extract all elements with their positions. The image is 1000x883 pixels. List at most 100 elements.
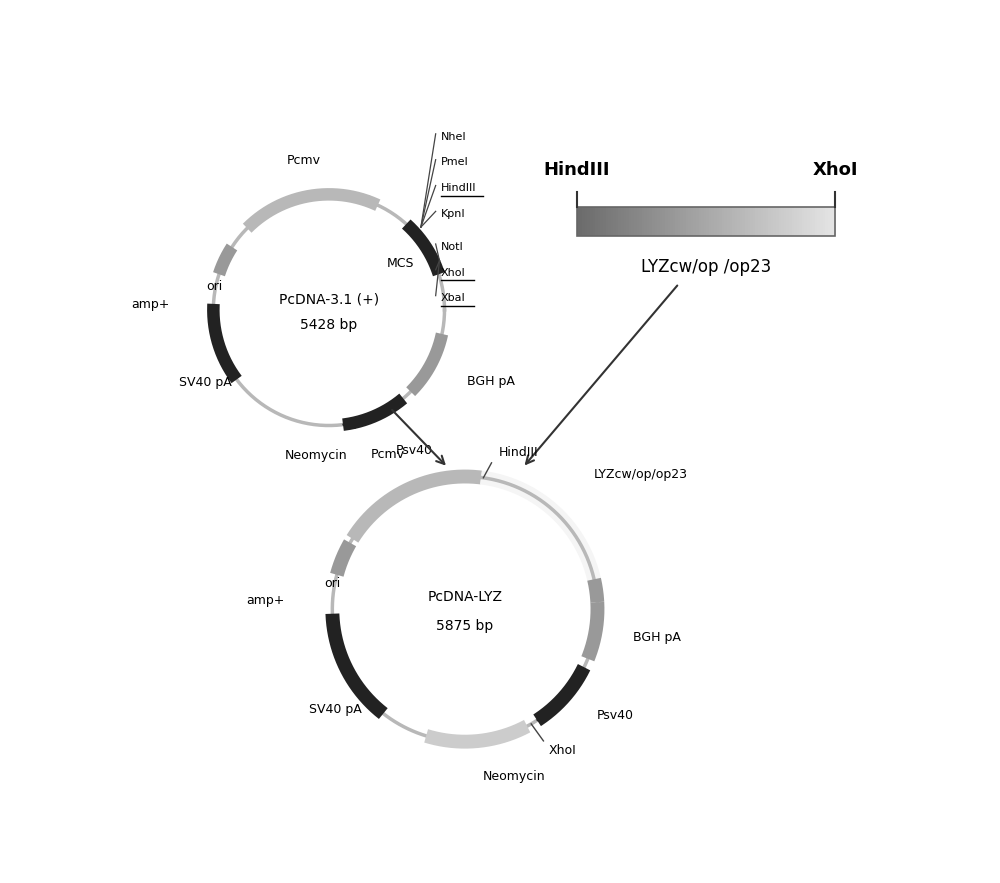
Bar <box>828 208 831 236</box>
Bar <box>761 208 764 236</box>
Bar <box>758 208 761 236</box>
Text: Pcmv: Pcmv <box>287 154 321 167</box>
Bar <box>577 208 835 236</box>
Bar <box>779 208 782 236</box>
Text: XbaI: XbaI <box>441 293 466 304</box>
Bar <box>815 208 818 236</box>
Bar <box>629 208 632 236</box>
Bar <box>768 208 772 236</box>
Bar <box>647 208 650 236</box>
Text: LYZcw/op/op23: LYZcw/op/op23 <box>594 468 688 481</box>
Text: MCS: MCS <box>386 257 414 270</box>
Bar <box>595 208 598 236</box>
Bar <box>655 208 658 236</box>
Bar <box>730 208 733 236</box>
Text: Psv40: Psv40 <box>597 709 634 721</box>
Text: Neomycin: Neomycin <box>285 449 348 462</box>
Bar <box>631 208 635 236</box>
Bar <box>722 208 725 236</box>
Bar <box>577 208 580 236</box>
Text: XhoI: XhoI <box>548 744 576 758</box>
Bar <box>753 208 756 236</box>
Bar <box>833 208 836 236</box>
Bar <box>626 208 629 236</box>
Text: 5428 bp: 5428 bp <box>300 318 358 332</box>
Bar <box>665 208 668 236</box>
Bar <box>724 208 728 236</box>
Bar <box>711 208 715 236</box>
Bar <box>748 208 751 236</box>
Text: Pcmv: Pcmv <box>371 448 405 461</box>
Bar <box>804 208 808 236</box>
Text: KpnI: KpnI <box>441 209 466 219</box>
Text: amp+: amp+ <box>131 298 169 311</box>
Bar <box>799 208 803 236</box>
Text: LYZcw/op /op23: LYZcw/op /op23 <box>641 258 771 275</box>
Bar <box>786 208 790 236</box>
Bar <box>587 208 591 236</box>
Bar <box>673 208 676 236</box>
Bar <box>727 208 730 236</box>
Bar <box>639 208 642 236</box>
Bar <box>603 208 606 236</box>
Bar <box>699 208 702 236</box>
Bar <box>766 208 769 236</box>
Bar <box>675 208 679 236</box>
Bar <box>657 208 660 236</box>
Text: XhoI: XhoI <box>813 161 858 178</box>
Bar <box>624 208 627 236</box>
Text: SV40 pA: SV40 pA <box>179 376 232 389</box>
Text: HindIII: HindIII <box>441 184 477 193</box>
Text: PcDNA-3.1 (+): PcDNA-3.1 (+) <box>279 293 379 306</box>
Bar <box>683 208 686 236</box>
Bar <box>608 208 611 236</box>
Bar <box>691 208 694 236</box>
Text: 5875 bp: 5875 bp <box>436 619 494 633</box>
Bar <box>789 208 792 236</box>
Bar <box>750 208 753 236</box>
Bar <box>580 208 583 236</box>
Bar <box>618 208 622 236</box>
Bar <box>616 208 619 236</box>
Bar <box>621 208 624 236</box>
Bar <box>732 208 735 236</box>
Bar <box>606 208 609 236</box>
Bar <box>590 208 593 236</box>
Bar <box>820 208 823 236</box>
Text: SV40 pA: SV40 pA <box>309 704 362 716</box>
Text: NheI: NheI <box>441 132 467 141</box>
Bar <box>593 208 596 236</box>
Bar <box>735 208 738 236</box>
Bar <box>784 208 787 236</box>
Text: BGH pA: BGH pA <box>633 631 681 645</box>
Bar <box>807 208 810 236</box>
Bar <box>719 208 722 236</box>
Bar <box>634 208 637 236</box>
Bar <box>649 208 653 236</box>
Bar <box>825 208 828 236</box>
Bar <box>802 208 805 236</box>
Bar <box>794 208 797 236</box>
Bar <box>680 208 684 236</box>
Bar <box>709 208 712 236</box>
Bar <box>830 208 834 236</box>
Text: ori: ori <box>206 280 223 293</box>
Bar <box>668 208 671 236</box>
Bar <box>613 208 617 236</box>
Bar <box>792 208 795 236</box>
Bar <box>637 208 640 236</box>
Bar <box>600 208 604 236</box>
Bar <box>706 208 710 236</box>
Bar <box>745 208 748 236</box>
Bar <box>717 208 720 236</box>
Text: PmeI: PmeI <box>441 157 469 168</box>
Bar <box>771 208 774 236</box>
Bar <box>742 208 746 236</box>
Bar <box>585 208 588 236</box>
Bar <box>660 208 663 236</box>
Bar <box>781 208 784 236</box>
Bar <box>662 208 666 236</box>
Bar <box>701 208 704 236</box>
Bar <box>776 208 779 236</box>
Text: Neomycin: Neomycin <box>483 770 546 783</box>
